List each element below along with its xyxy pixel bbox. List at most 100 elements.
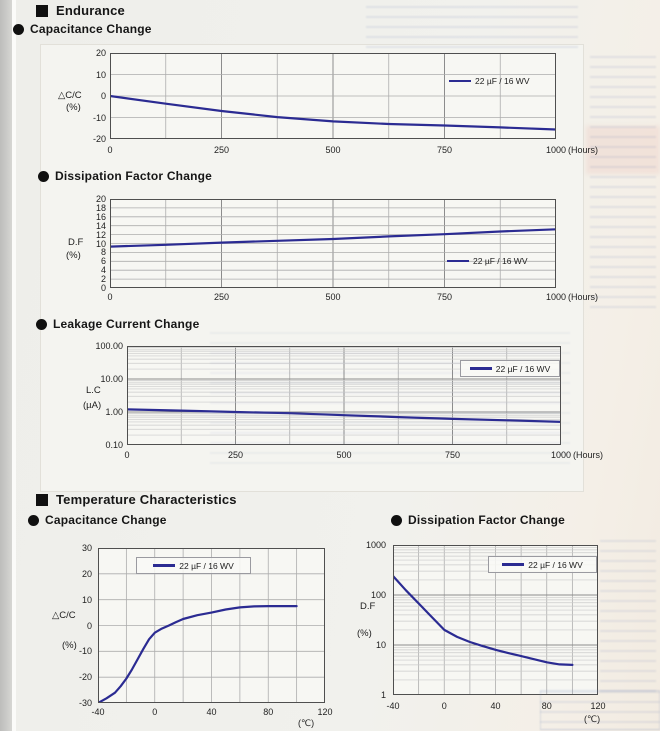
y-tick-label: 10 [95,238,106,249]
y-tick-label: 1000 [365,540,386,550]
bullet-icon [38,170,49,182]
x-tick-label: 80 [263,707,274,717]
square-marker-icon [36,493,48,506]
chart-title-temp-capacitance: Capacitance Change [28,513,167,527]
x-tick-label: 500 [325,145,341,155]
legend-label: 22 µF / 16 WV [495,363,551,374]
x-tick-label: 1000 [545,145,567,155]
section-title-endurance: Endurance [36,3,125,18]
x-axis-unit: (Hours) [568,292,599,302]
series-line [110,228,556,248]
x-tick-label: 250 [213,292,230,302]
bullet-icon [36,318,47,330]
legend-label: 22 µF / 16 WV [475,76,530,86]
x-tick-label: 1000 [550,450,572,460]
x-axis-unit: (℃) [298,718,315,728]
legend-label: 22 µF / 16 WV [473,256,528,266]
x-tick-label: 0 [124,450,130,460]
legend-line-swatch [469,367,492,370]
square-marker-icon [36,4,48,17]
plot-border [393,545,598,695]
legend-line-swatch [153,564,176,567]
legend-label: 22 µF / 16 WV [179,560,234,571]
chart-title-endurance-capacitance: Capacitance Change [13,22,152,36]
y-tick-label: 2 [100,274,106,285]
x-tick-label: 250 [213,145,230,155]
chart-title-text: Capacitance Change [45,513,167,527]
y-axis-unit: (%) [62,640,77,651]
y-tick-label: -10 [78,646,92,657]
chart-title-temp-df: Dissipation Factor Change [391,513,565,527]
y-axis-label: △C/C [52,610,76,621]
y-axis-label: L.C [86,385,101,396]
legend-line-swatch [502,563,525,566]
y-tick-label: 18 [95,202,106,213]
legend: 22 µF / 16 WV [488,556,597,573]
scan-page-edge-highlight [12,0,16,731]
legend-line-swatch [447,259,469,263]
y-tick-label: 0 [86,620,92,631]
y-tick-label: 30 [81,543,92,553]
x-tick-label: 120 [590,701,606,711]
y-axis-label: D.F [68,237,84,248]
y-tick-label: 14 [95,220,106,231]
x-tick-label: 750 [436,145,453,155]
x-tick-label: 40 [490,701,501,711]
y-axis-ticks: 1000 100 10 1 [358,540,386,700]
chart-title-text: Capacitance Change [30,22,152,36]
chart-title-text: Dissipation Factor Change [55,169,213,183]
x-axis-ticks: 0 250 500 750 1000 [107,145,566,156]
section-title-text: Temperature Characteristics [56,492,237,507]
x-tick-label: 1000 [545,292,567,302]
legend-line-swatch [449,79,471,83]
y-tick-label: -20 [78,672,92,683]
y-tick-label: -20 [92,134,106,144]
chart-title-text: Leakage Current Change [53,317,200,331]
plot-border [98,548,325,703]
y-tick-label: 100 [370,590,386,600]
y-tick-label: 1.00 [105,406,123,417]
y-axis-ticks: 20 18 16 14 12 10 8 6 4 2 0 [62,194,106,293]
bullet-icon [13,23,24,35]
y-axis-ticks: 100.00 10.00 1.00 0.10 [77,341,123,450]
y-tick-label: -10 [92,112,106,123]
y-axis-unit: (µA) [83,400,102,411]
chart-title-endurance-leakage: Leakage Current Change [36,317,199,331]
y-tick-label: -30 [78,698,92,708]
y-tick-label: 20 [95,194,106,204]
y-axis-unit: (%) [66,250,81,261]
legend: 22 µF / 16 WV [449,76,530,86]
y-tick-label: 0.10 [105,440,123,450]
y-axis-ticks: 30 20 10 0 -10 -20 -30 [60,543,92,708]
y-axis-unit: (%) [357,628,372,639]
scan-page-edge [0,0,12,731]
x-tick-label: 120 [317,707,333,717]
x-tick-label: 40 [206,707,217,717]
x-tick-label: 0 [441,701,447,711]
y-axis-unit: (%) [66,102,81,113]
x-axis-ticks: -40 0 40 80 120 [386,701,605,712]
x-tick-label: 80 [541,701,552,711]
x-axis-ticks: 0 250 500 750 1000 [107,292,566,303]
x-tick-label: -40 [386,701,400,711]
y-tick-label: 10 [95,69,106,80]
x-axis-unit: (Hours) [568,145,599,155]
y-tick-label: 10.00 [100,373,123,384]
endurance-df-plot [110,199,556,288]
plot-border [110,199,556,288]
x-axis-ticks: -40 0 40 80 120 [91,707,332,718]
legend: 22 µF / 16 WV [136,557,251,574]
plot-border [110,53,556,139]
legend: 22 µF / 16 WV [447,256,528,266]
section-title-temperature: Temperature Characteristics [36,492,237,507]
x-tick-label: -40 [91,707,105,717]
series-line [127,408,561,424]
x-tick-label: 500 [325,292,341,302]
bleed-through-ghost [590,56,656,308]
x-tick-label: 500 [336,450,352,460]
x-tick-label: 250 [227,450,244,460]
section-title-text: Endurance [56,3,125,18]
chart-title-endurance-df: Dissipation Factor Change [38,169,212,183]
y-tick-label: 20 [81,568,92,579]
